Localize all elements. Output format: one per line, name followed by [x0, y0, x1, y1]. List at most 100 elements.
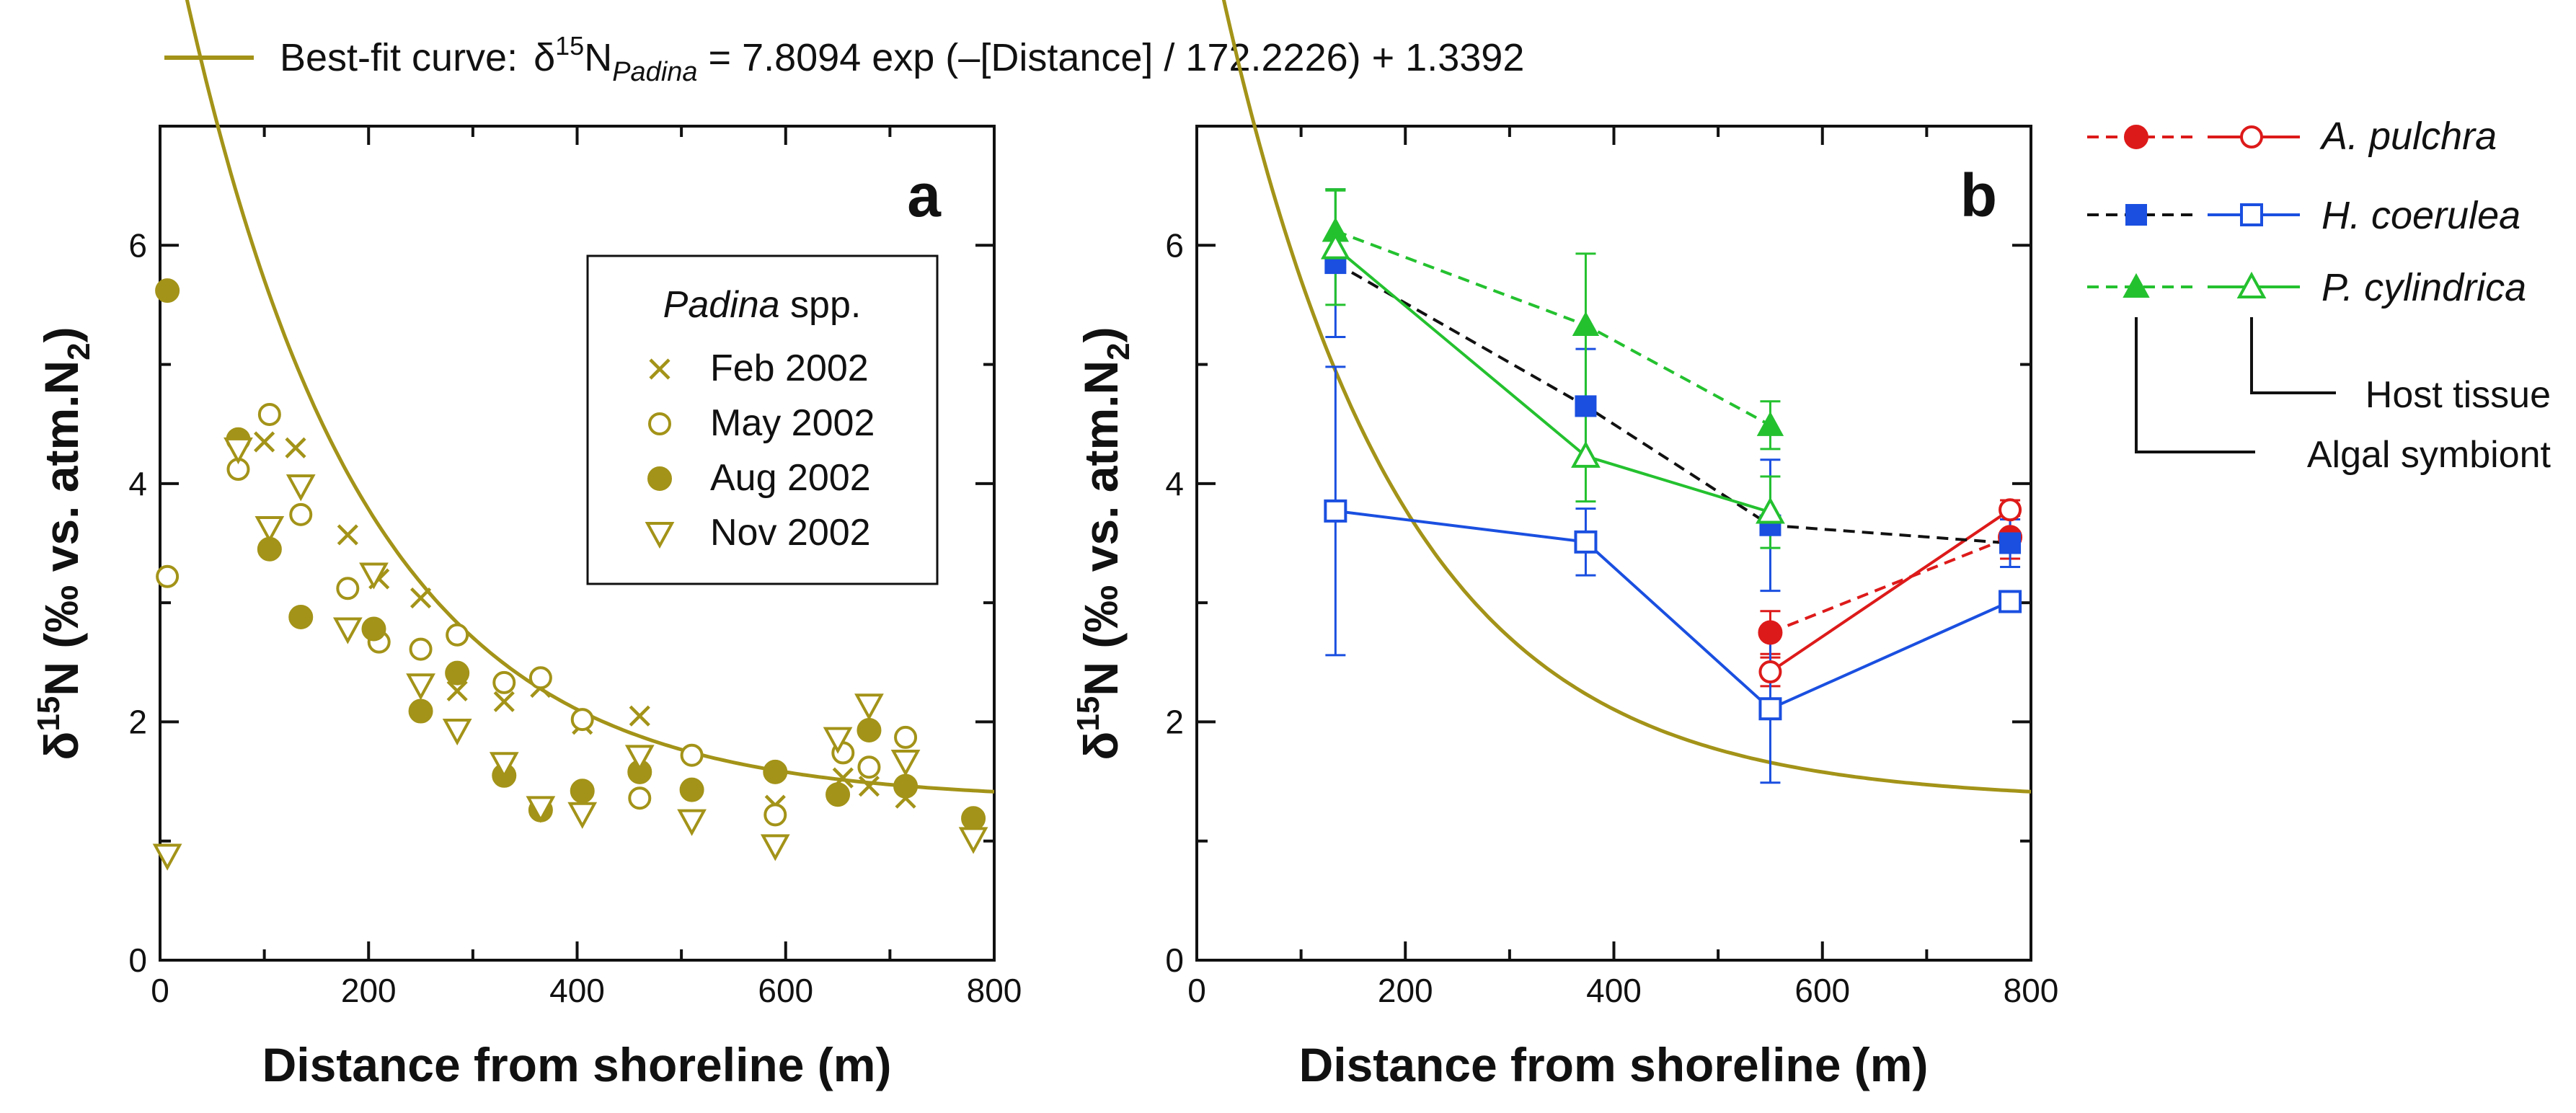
legend-species-a-pulchra: A. pulchra	[2319, 115, 2497, 158]
data-point-p-cylindrica-algal-symbiont	[1572, 311, 1600, 337]
x-tick-label: 800	[2004, 972, 2059, 1009]
data-point-h-coerulea-algal-symbiont	[1575, 395, 1597, 417]
legend-item-may: May 2002	[710, 402, 875, 444]
panel-b-legend: A. pulchra H. coerulea P. cylindrica Hos…	[2087, 115, 2551, 476]
formula-sub: Padina	[612, 57, 697, 87]
data-point-feb-2002	[337, 524, 358, 546]
panel-a: 0 200 400 600 800 0 2 4 6 a Padina spp. Feb 2002…	[31, 0, 1022, 1091]
panel-b-legend-markers	[2087, 125, 2300, 298]
y-tick-label: 4	[128, 465, 147, 502]
legend-marker-feb-2002	[649, 358, 670, 380]
data-point-nov-2002	[760, 834, 790, 861]
data-point-may-2002	[492, 670, 516, 694]
data-point-nov-2002	[489, 752, 519, 779]
formula-delta: δ	[534, 36, 555, 79]
legend-host-marker	[2240, 203, 2263, 226]
panel-b-xlabel: Distance from shoreline (m)	[1299, 1038, 1929, 1091]
data-point-feb-2002	[493, 691, 515, 712]
panel-a-ylabel: δ15N (‰ vs. atm.N2)	[31, 327, 97, 760]
x-tick-label: 0	[151, 972, 169, 1009]
panel-a-letter: a	[907, 161, 942, 229]
legend-host-marker	[2236, 271, 2267, 298]
x-tick-label: 400	[1586, 972, 1642, 1009]
data-point-feb-2002	[446, 680, 468, 702]
data-point-aug-2002	[763, 759, 788, 784]
data-point-may-2002	[528, 666, 552, 690]
data-point-h-coerulea-host-tissue	[1574, 530, 1598, 554]
header-formula: Best-fit curve: δ15NPadina = 7.8094 exp (…	[280, 31, 1524, 87]
data-point-aug-2002	[570, 779, 595, 804]
data-point-nov-2002	[958, 827, 988, 854]
data-point-a-pulchra-host-tissue	[1999, 498, 2022, 522]
data-point-aug-2002	[288, 604, 314, 629]
legend-host-marker	[2240, 125, 2263, 148]
data-point-may-2002	[156, 564, 180, 588]
best-fit-curve	[1221, 0, 2032, 794]
y-tick-label: 2	[1165, 703, 1184, 740]
data-point-may-2002	[857, 755, 881, 779]
y-tick-label: 6	[1165, 226, 1184, 264]
panel-b-ylabel: δ15N (‰ vs. atm.N2)	[1071, 327, 1136, 760]
data-point-aug-2002	[961, 806, 986, 831]
legend-symbiont-marker	[2123, 272, 2150, 298]
data-point-h-coerulea-host-tissue	[1999, 590, 2022, 613]
data-point-nov-2002	[567, 802, 598, 829]
panel-b-curve	[1221, 0, 2032, 794]
series-line-h-coerulea-algal-symbiont	[1335, 262, 2011, 545]
legend-symbiont-marker	[2125, 204, 2147, 226]
x-tick-label: 200	[341, 972, 397, 1009]
data-point-feb-2002	[254, 431, 275, 453]
data-point-a-pulchra-host-tissue	[1758, 660, 1782, 684]
panel-a-points	[152, 278, 988, 871]
data-point-aug-2002	[408, 699, 433, 724]
legend-title: Padina spp.	[663, 284, 862, 326]
series-line-h-coerulea-host-tissue	[1335, 509, 2011, 711]
algal-symbiont-label: Algal symbiont	[2307, 434, 2551, 476]
panel-a-xlabel: Distance from shoreline (m)	[262, 1038, 892, 1091]
data-point-may-2002	[289, 502, 313, 526]
data-point-h-coerulea-host-tissue	[1758, 697, 1782, 721]
data-point-p-cylindrica-algal-symbiont	[1756, 411, 1784, 436]
data-point-may-2002	[570, 708, 594, 732]
data-point-may-2002	[446, 623, 469, 647]
legend-marker-nov-2002	[645, 522, 675, 549]
series-line-a-pulchra-algal-symbiont	[1769, 536, 2011, 634]
data-point-feb-2002	[285, 437, 306, 458]
panel-b-ticks: 0 200 400 600 800 0 2 4 6	[1165, 125, 2059, 1009]
data-point-may-2002	[257, 402, 281, 426]
panel-a-legend-box	[586, 254, 939, 585]
data-point-aug-2002	[893, 773, 919, 799]
x-tick-label: 800	[967, 972, 1022, 1009]
data-point-nov-2002	[359, 562, 389, 590]
y-tick-label: 2	[128, 703, 147, 740]
legend-item-aug: Aug 2002	[710, 457, 871, 499]
data-point-p-cylindrica-host-tissue	[1756, 497, 1785, 524]
data-point-p-cylindrica-host-tissue	[1320, 232, 1350, 260]
data-point-may-2002	[894, 725, 918, 749]
legend-symbiont-marker	[2124, 125, 2148, 149]
legend-species-p-cylindrica: P. cylindrica	[2322, 266, 2526, 309]
panel-b-letter: b	[1960, 161, 1997, 229]
legend-marker-aug-2002	[647, 466, 672, 491]
y-tick-label: 6	[128, 226, 147, 264]
x-tick-label: 600	[1794, 972, 1850, 1009]
x-tick-label: 200	[1378, 972, 1433, 1009]
y-tick-label: 0	[1165, 941, 1184, 979]
data-point-may-2002	[680, 743, 704, 767]
data-point-p-cylindrica-host-tissue	[1571, 440, 1601, 468]
data-point-nov-2002	[890, 749, 921, 777]
legend-species-h-coerulea: H. coerulea	[2322, 194, 2520, 237]
data-point-nov-2002	[823, 727, 853, 754]
legend-item-feb: Feb 2002	[710, 347, 869, 389]
data-point-aug-2002	[155, 278, 180, 303]
series-line-a-pulchra-host-tissue	[1769, 508, 2011, 673]
data-point-h-coerulea-host-tissue	[1324, 499, 1347, 523]
series-line-p-cylindrica-algal-symbiont	[1335, 229, 1771, 427]
data-point-aug-2002	[361, 616, 386, 642]
data-point-aug-2002	[679, 777, 704, 802]
data-point-nov-2002	[677, 809, 707, 836]
y-tick-label: 0	[128, 941, 147, 979]
host-bracket	[2250, 317, 2336, 394]
y-tick-label: 4	[1165, 465, 1184, 502]
data-point-a-pulchra-algal-symbiont	[1758, 620, 1783, 645]
